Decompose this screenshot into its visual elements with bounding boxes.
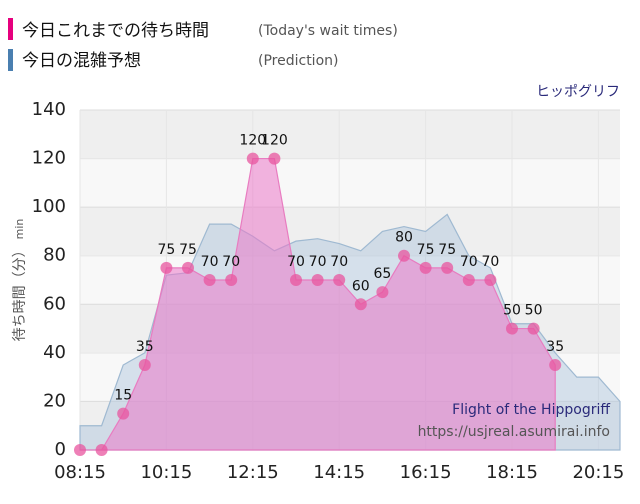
y-tick-label: 40 <box>43 342 66 363</box>
data-label: 70 <box>222 254 240 270</box>
x-tick-label: 10:15 <box>140 462 192 483</box>
data-point <box>506 322 518 335</box>
data-point <box>311 274 324 286</box>
data-point <box>484 274 497 286</box>
data-label: 75 <box>157 242 175 258</box>
data-point <box>441 261 454 274</box>
data-point <box>225 274 238 286</box>
data-label: 70 <box>460 254 478 270</box>
data-point <box>203 274 216 286</box>
y-tick-label: 140 <box>32 99 66 120</box>
x-tick-label: 12:15 <box>227 462 279 483</box>
y-label: 待ち時間（分） <box>12 243 28 341</box>
data-label: 75 <box>438 242 456 258</box>
y-axis-label: 待ち時間（分） min <box>12 219 28 342</box>
data-point <box>74 444 86 456</box>
data-label: 50 <box>525 303 543 319</box>
y-label-unit: min <box>13 219 26 240</box>
x-tick-label: 16:15 <box>400 462 452 483</box>
data-point <box>117 407 130 420</box>
legend-swatch <box>8 49 13 71</box>
data-point <box>160 261 173 274</box>
y-tick-label: 60 <box>43 293 66 314</box>
data-label: 50 <box>503 303 521 319</box>
data-point <box>246 152 259 165</box>
data-label: 75 <box>179 242 197 258</box>
data-label: 70 <box>287 254 305 270</box>
data-point <box>398 249 410 262</box>
data-point <box>354 298 367 311</box>
data-label: 70 <box>330 254 348 270</box>
data-label: 65 <box>373 266 391 282</box>
data-point <box>419 261 432 274</box>
y-tick-label: 100 <box>32 196 66 217</box>
x-tick-label: 14:15 <box>313 462 365 483</box>
data-label: 35 <box>546 339 564 355</box>
data-point <box>95 444 108 456</box>
data-point <box>290 274 302 286</box>
data-point <box>549 359 562 371</box>
legend-label: 今日の混雑予想 <box>22 51 141 71</box>
legend-label: 今日これまでの待ち時間 <box>22 21 209 41</box>
data-label: 15 <box>114 388 132 404</box>
y-tick-label: 120 <box>32 148 66 169</box>
legend-swatch <box>8 18 13 40</box>
data-label: 60 <box>352 278 370 294</box>
data-point <box>182 261 194 274</box>
data-label: 70 <box>201 254 219 270</box>
data-point <box>268 152 281 165</box>
data-label: 70 <box>481 254 499 270</box>
x-tick-label: 18:15 <box>486 462 538 483</box>
data-point <box>138 359 151 371</box>
y-tick-label: 0 <box>55 439 66 460</box>
legend-note: (Today's wait times) <box>258 23 398 39</box>
data-label: 120 <box>261 133 288 149</box>
data-point <box>376 286 389 299</box>
annotation: https://usjreal.asumirai.info <box>418 424 610 440</box>
legend-note: (Prediction) <box>258 53 338 69</box>
x-tick-label: 08:15 <box>54 462 106 483</box>
data-label: 70 <box>309 254 327 270</box>
data-point <box>527 322 540 335</box>
data-point <box>333 274 346 286</box>
chart-title: ヒッポグリフ <box>536 84 620 100</box>
x-tick-label: 20:15 <box>572 462 624 483</box>
data-label: 35 <box>136 339 154 355</box>
data-label: 75 <box>417 242 435 258</box>
data-label: 80 <box>395 230 413 246</box>
y-tick-label: 80 <box>43 245 66 266</box>
annotation: Flight of the Hippogriff <box>452 402 610 418</box>
grid-band <box>80 110 620 159</box>
y-tick-label: 20 <box>43 390 66 411</box>
data-point <box>462 274 475 286</box>
data-label: 120 <box>239 133 266 149</box>
